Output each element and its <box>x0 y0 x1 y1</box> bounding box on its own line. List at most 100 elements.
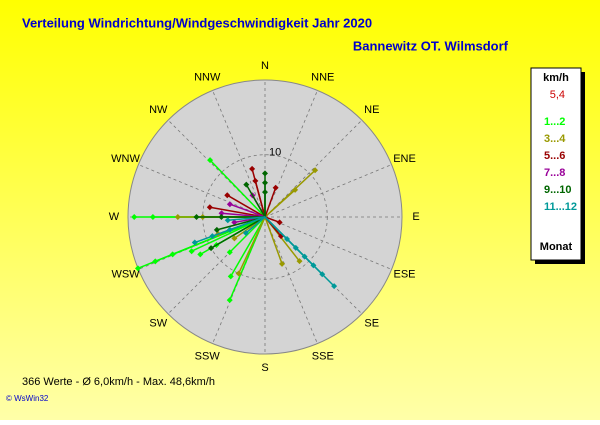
direction-label: NNE <box>311 71 334 83</box>
ray <box>245 184 266 218</box>
point <box>206 204 213 211</box>
chart-title: Verteilung Windrichtung/Windgeschwindigk… <box>22 15 372 30</box>
ray <box>229 203 266 218</box>
direction-label: W <box>109 211 120 223</box>
grid-circle <box>202 154 328 280</box>
direction-label: ENE <box>393 153 416 165</box>
direction-label: NW <box>149 104 168 116</box>
point <box>276 219 283 226</box>
point <box>272 184 279 191</box>
direction-line <box>264 164 392 218</box>
legend-entry: 1...2 <box>544 116 565 128</box>
ray <box>229 216 266 231</box>
ray <box>264 187 277 218</box>
ray <box>210 216 266 249</box>
direction-line <box>264 90 318 218</box>
point <box>131 214 138 220</box>
direction-line <box>264 119 363 218</box>
direction-label: WNW <box>111 153 140 165</box>
point <box>226 201 233 208</box>
legend-title: km/h <box>543 72 569 84</box>
ray <box>238 216 266 274</box>
point <box>213 226 220 233</box>
point <box>227 273 234 280</box>
point <box>224 217 231 224</box>
direction-line <box>264 216 392 270</box>
point <box>208 245 215 252</box>
direction-label: WSW <box>111 269 140 281</box>
direction-line <box>167 216 266 315</box>
point <box>209 233 216 240</box>
direction-label: SSW <box>195 350 221 362</box>
ray <box>230 216 266 277</box>
point <box>310 262 317 269</box>
point <box>262 179 268 186</box>
point <box>191 239 198 246</box>
chart-subtitle: Bannewitz OT. Wilmsdorf <box>353 38 509 53</box>
point <box>193 214 200 220</box>
point <box>197 251 204 258</box>
legend-entry: 7...8 <box>544 167 565 179</box>
legend-box <box>530 67 582 261</box>
point <box>207 157 214 164</box>
direction-label: SSE <box>312 350 334 362</box>
direction-line <box>212 90 266 218</box>
point <box>296 258 303 265</box>
footer: 366 Werte - Ø 6,0km/h - Max. 48,6km/h <box>22 376 215 388</box>
ray <box>264 189 296 218</box>
r-tick-label: 10 <box>269 147 281 159</box>
ray <box>264 216 280 224</box>
point <box>226 297 233 304</box>
point <box>252 177 259 184</box>
legend-note: 5,4 <box>550 89 565 101</box>
direction-label: N <box>261 60 269 72</box>
point <box>242 230 249 237</box>
point <box>231 219 238 226</box>
legend-entry: 9...10 <box>544 184 572 196</box>
legend-entry: 3...4 <box>544 133 566 145</box>
direction-line <box>264 216 318 344</box>
direction-line <box>167 119 266 218</box>
ray <box>254 180 266 218</box>
ray <box>209 206 266 218</box>
ray <box>226 194 266 218</box>
point <box>226 249 233 256</box>
point <box>243 181 250 188</box>
direction-label: NNW <box>194 71 221 83</box>
direction-label: E <box>412 211 419 223</box>
point <box>292 244 299 251</box>
ray <box>264 216 288 240</box>
point <box>301 253 308 260</box>
ray <box>227 216 266 222</box>
direction-line <box>138 164 266 218</box>
credit: © WsWin32 <box>6 394 49 403</box>
direction-label: SW <box>149 318 167 330</box>
legend-entry: 11...12 <box>544 201 577 213</box>
ray <box>209 159 266 218</box>
point <box>279 260 286 267</box>
point <box>226 226 233 233</box>
direction-label: ESE <box>393 269 415 281</box>
point <box>262 170 268 177</box>
point <box>134 265 141 272</box>
point <box>331 283 338 290</box>
point <box>231 235 238 242</box>
ray <box>191 216 266 252</box>
point <box>262 189 268 196</box>
point <box>218 214 225 220</box>
ray <box>245 216 266 234</box>
point <box>235 270 242 277</box>
legend-footer: Monat <box>540 241 573 253</box>
point <box>152 258 159 265</box>
point <box>312 167 319 174</box>
point <box>169 251 176 258</box>
legend-entry: 5...6 <box>544 150 565 162</box>
point <box>292 186 299 193</box>
direction-label: NE <box>364 104 379 116</box>
point <box>319 271 326 278</box>
point <box>174 214 181 220</box>
direction-label: S <box>261 362 268 374</box>
ray <box>264 216 283 265</box>
point <box>284 236 291 243</box>
